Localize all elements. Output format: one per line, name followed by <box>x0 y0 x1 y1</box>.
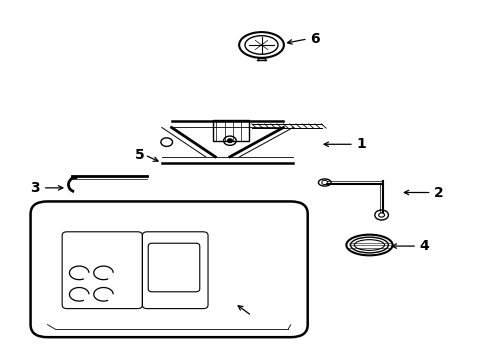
Text: 6: 6 <box>309 32 319 46</box>
Text: 5: 5 <box>135 148 144 162</box>
Circle shape <box>227 139 232 143</box>
Text: 3: 3 <box>31 181 40 195</box>
Text: 1: 1 <box>356 137 366 151</box>
Bar <box>212 120 249 141</box>
Text: 4: 4 <box>419 239 428 253</box>
Text: 2: 2 <box>433 185 443 199</box>
